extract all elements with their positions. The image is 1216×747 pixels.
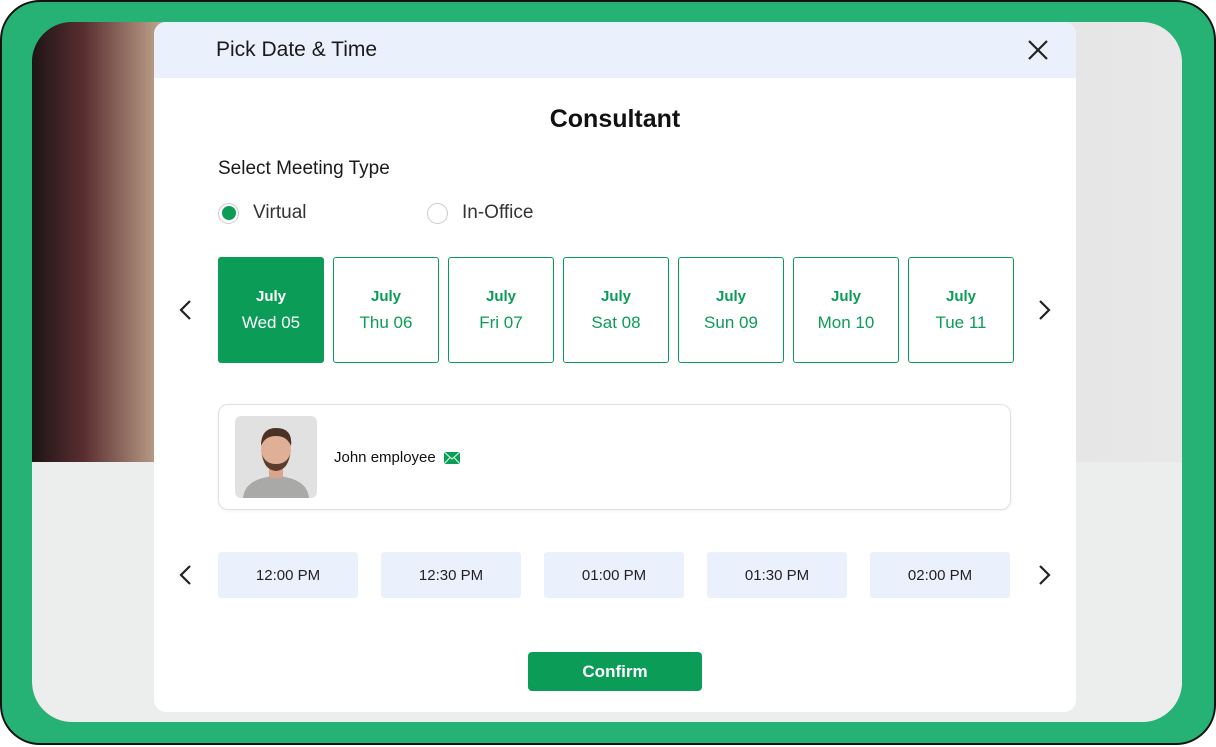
date-month: July <box>600 287 631 305</box>
date-option[interactable]: July Sat 08 <box>563 257 669 363</box>
date-month: July <box>945 287 976 305</box>
pick-date-time-modal: Pick Date & Time Consultant Select Meeti… <box>154 22 1076 712</box>
date-day: Sat 08 <box>591 312 641 332</box>
confirm-button[interactable]: Confirm <box>528 652 702 691</box>
time-slot[interactable]: 12:00 PM <box>218 552 358 598</box>
background-image <box>32 22 162 462</box>
date-day: Sun 09 <box>704 312 758 332</box>
date-option[interactable]: July Thu 06 <box>333 257 439 363</box>
date-list: July Wed 05 July Thu 06 July Fri 07 July Sat… <box>218 257 1014 363</box>
date-month: July <box>485 287 516 305</box>
date-month: July <box>370 287 401 305</box>
date-month: July <box>715 287 746 305</box>
date-option[interactable]: July Wed 05 <box>218 257 324 363</box>
date-day: Fri 07 <box>479 312 523 332</box>
date-day: Thu 06 <box>359 312 413 332</box>
mail-icon[interactable] <box>443 451 460 464</box>
radio-unchecked-icon <box>427 202 448 224</box>
date-option[interactable]: July Sun 09 <box>678 257 784 363</box>
time-slot[interactable]: 01:30 PM <box>707 552 847 598</box>
date-day: Wed 05 <box>241 312 301 332</box>
date-month: July <box>255 287 286 305</box>
time-slot[interactable]: 02:00 PM <box>870 552 1010 598</box>
date-option[interactable]: July Fri 07 <box>448 257 554 363</box>
dates-next-chevron-right-icon[interactable] <box>1034 298 1054 322</box>
time-slot[interactable]: 12:30 PM <box>381 552 521 598</box>
employee-info: John employee <box>334 449 460 466</box>
modal-header: Pick Date & Time <box>154 22 1076 78</box>
times-next-chevron-right-icon[interactable] <box>1034 563 1054 587</box>
date-day: Mon 10 <box>817 312 875 332</box>
close-icon[interactable] <box>1026 38 1050 62</box>
radio-in-office[interactable]: In-Office <box>427 202 533 224</box>
dates-prev-chevron-left-icon[interactable] <box>176 298 196 322</box>
date-month: July <box>830 287 861 305</box>
times-prev-chevron-left-icon[interactable] <box>176 563 196 587</box>
radio-checked-icon <box>218 202 239 224</box>
employee-card[interactable]: John employee <box>218 404 1011 510</box>
time-slot-list: 12:00 PM 12:30 PM 01:00 PM 01:30 PM 02:0… <box>218 552 1010 598</box>
meeting-type-label: Select Meeting Type <box>218 158 390 179</box>
date-option[interactable]: July Tue 11 <box>908 257 1014 363</box>
date-day: Tue 11 <box>935 312 987 332</box>
radio-virtual[interactable]: Virtual <box>218 202 307 224</box>
employee-name: John employee <box>334 449 436 466</box>
date-option[interactable]: July Mon 10 <box>793 257 899 363</box>
modal-title: Consultant <box>549 105 681 133</box>
avatar <box>235 416 317 498</box>
radio-label: In-Office <box>462 202 534 223</box>
radio-label: Virtual <box>253 202 307 223</box>
time-slot[interactable]: 01:00 PM <box>544 552 684 598</box>
modal-header-title: Pick Date & Time <box>216 38 378 61</box>
